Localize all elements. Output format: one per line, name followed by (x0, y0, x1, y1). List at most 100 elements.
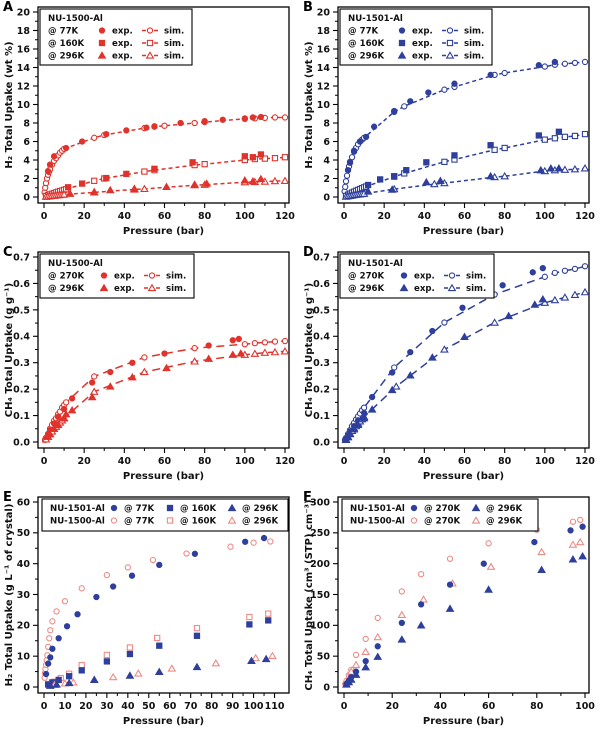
svg-text:Pressure (bar): Pressure (bar) (423, 226, 504, 237)
panel-c-letter: C (3, 245, 13, 260)
svg-text:0: 0 (23, 192, 30, 203)
svg-text:10: 10 (317, 100, 331, 111)
panel-d: 0 20 40 60 80 100 120 0.0 0.1 0.2 0.3 0.4 0.5 0.6 0.7 P… (300, 245, 600, 490)
svg-text:@ 270K: @ 270K (424, 517, 461, 527)
svg-text:20: 20 (17, 7, 31, 18)
svg-text:60: 60 (163, 701, 177, 712)
svg-text:@ 77K: @ 77K (124, 504, 155, 514)
svg-text:100: 100 (235, 456, 255, 467)
svg-text:20: 20 (386, 701, 400, 712)
svg-text:@ 296K: @ 296K (348, 284, 385, 294)
panel-d-letter: D (303, 245, 314, 260)
svg-text:@ 77K: @ 77K (348, 27, 379, 37)
svg-text:@ 160K: @ 160K (180, 504, 217, 514)
svg-text:exp.: exp. (112, 52, 133, 62)
svg-text:0.7: 0.7 (313, 252, 330, 263)
chart-panel-e: 0 10 20 30 40 50 60 70 80 90 100 110 0 10 20 30 40 50 60 Pr… (0, 490, 300, 735)
svg-text:exp.: exp. (112, 39, 133, 49)
svg-text:sim.: sim. (166, 284, 186, 294)
svg-text:40: 40 (121, 701, 135, 712)
svg-text:12: 12 (17, 81, 30, 92)
chart-panel-a: 0 20 40 60 80 100 120 0 2 4 6 8 10 12 14 16 18 20 Pressure… (0, 0, 300, 245)
svg-text:2: 2 (23, 174, 30, 185)
svg-text:0: 0 (323, 682, 330, 693)
svg-text:80: 80 (498, 211, 512, 222)
svg-text:@ 296K: @ 296K (242, 517, 279, 527)
panel-b-letter: B (303, 0, 313, 15)
svg-text:0.5: 0.5 (313, 305, 330, 316)
svg-text:100: 100 (535, 211, 555, 222)
svg-text:40: 40 (118, 456, 132, 467)
svg-text:20: 20 (79, 701, 93, 712)
svg-text:40: 40 (118, 211, 132, 222)
svg-text:0.4: 0.4 (313, 332, 330, 343)
svg-text:0: 0 (23, 682, 30, 693)
svg-text:Pressure (bar): Pressure (bar) (423, 716, 504, 727)
svg-text:250: 250 (310, 528, 330, 539)
svg-text:@ 296K: @ 296K (486, 517, 523, 527)
svg-text:80: 80 (198, 456, 212, 467)
svg-text:30: 30 (100, 701, 114, 712)
svg-text:60: 60 (458, 456, 472, 467)
svg-text:80: 80 (498, 456, 512, 467)
svg-text:120: 120 (275, 211, 295, 222)
svg-text:0.1: 0.1 (313, 411, 330, 422)
svg-text:20: 20 (317, 7, 331, 18)
svg-text:100: 100 (535, 456, 555, 467)
svg-text:@ 160K: @ 160K (348, 39, 385, 49)
svg-text:exp.: exp. (412, 27, 433, 37)
chart-panel-c: 0 20 40 60 80 100 120 0.0 0.1 0.2 0.3 0.4 0.5 0.6 0.7 P… (0, 245, 300, 490)
svg-text:100: 100 (235, 211, 255, 222)
svg-text:80: 80 (530, 701, 544, 712)
svg-text:NU-1500-Al: NU-1500-Al (50, 517, 105, 527)
svg-text:10: 10 (17, 100, 31, 111)
svg-text:50: 50 (17, 528, 31, 539)
svg-text:sim.: sim. (464, 27, 484, 37)
panel-a-letter: A (3, 0, 14, 15)
svg-text:10: 10 (17, 652, 31, 663)
chart-panel-f: 0 20 40 60 80 100 0 50 100 150 200 250 300 Pressure (… (300, 490, 600, 735)
svg-text:sim.: sim. (164, 52, 184, 62)
svg-text:NU-1501-Al: NU-1501-Al (350, 504, 405, 514)
svg-text:4: 4 (23, 155, 30, 166)
svg-text:0.5: 0.5 (13, 305, 30, 316)
svg-text:NU-1501-Al: NU-1501-Al (50, 504, 105, 514)
svg-text:CH₄ Total Uptake (g g⁻¹): CH₄ Total Uptake (g g⁻¹) (4, 283, 15, 417)
panel-c: 0 20 40 60 80 100 120 0.0 0.1 0.2 0.3 0.4 0.5 0.6 0.7 P… (0, 245, 300, 490)
svg-text:0.0: 0.0 (313, 437, 330, 448)
svg-text:exp.: exp. (114, 284, 135, 294)
svg-text:40: 40 (434, 701, 448, 712)
svg-text:sim.: sim. (164, 39, 184, 49)
svg-text:0.2: 0.2 (13, 385, 30, 396)
svg-text:110: 110 (265, 701, 285, 712)
svg-text:150: 150 (310, 590, 330, 601)
svg-text:2: 2 (323, 174, 330, 185)
svg-text:14: 14 (317, 63, 331, 74)
svg-text:0: 0 (41, 211, 48, 222)
panel-e-letter: E (3, 490, 12, 505)
svg-text:60: 60 (17, 497, 31, 508)
svg-text:exp.: exp. (112, 27, 133, 37)
svg-text:sim.: sim. (466, 284, 486, 294)
chart-panel-d: 0 20 40 60 80 100 120 0.0 0.1 0.2 0.3 0.4 0.5 0.6 0.7 P… (300, 245, 600, 490)
svg-text:70: 70 (184, 701, 198, 712)
svg-text:20: 20 (78, 211, 92, 222)
svg-text:8: 8 (23, 118, 30, 129)
svg-text:NU-1501-Al: NU-1501-Al (348, 14, 403, 24)
svg-text:exp.: exp. (412, 39, 433, 49)
svg-text:100: 100 (310, 621, 330, 632)
svg-text:120: 120 (275, 456, 295, 467)
svg-text:0: 0 (323, 192, 330, 203)
svg-text:0.3: 0.3 (13, 358, 30, 369)
panel-b: 0 20 40 60 80 100 120 0 2 4 6 8 10 12 14 16 18 20 Pressure… (300, 0, 600, 245)
svg-text:0.6: 0.6 (13, 279, 30, 290)
svg-text:H₂ Total Uptake (g L⁻¹ of crys: H₂ Total Uptake (g L⁻¹ of crystal) (4, 504, 15, 687)
svg-text:exp.: exp. (412, 52, 433, 62)
svg-text:@ 296K: @ 296K (348, 52, 385, 62)
svg-text:60: 60 (158, 456, 172, 467)
svg-text:sim.: sim. (166, 272, 186, 282)
svg-text:CH₄ Total Uptake (cm³ (STP) cm: CH₄ Total Uptake (cm³ (STP) cm⁻³) (304, 499, 315, 690)
svg-text:0: 0 (41, 701, 48, 712)
svg-text:20: 20 (378, 211, 392, 222)
svg-text:0.6: 0.6 (313, 279, 330, 290)
